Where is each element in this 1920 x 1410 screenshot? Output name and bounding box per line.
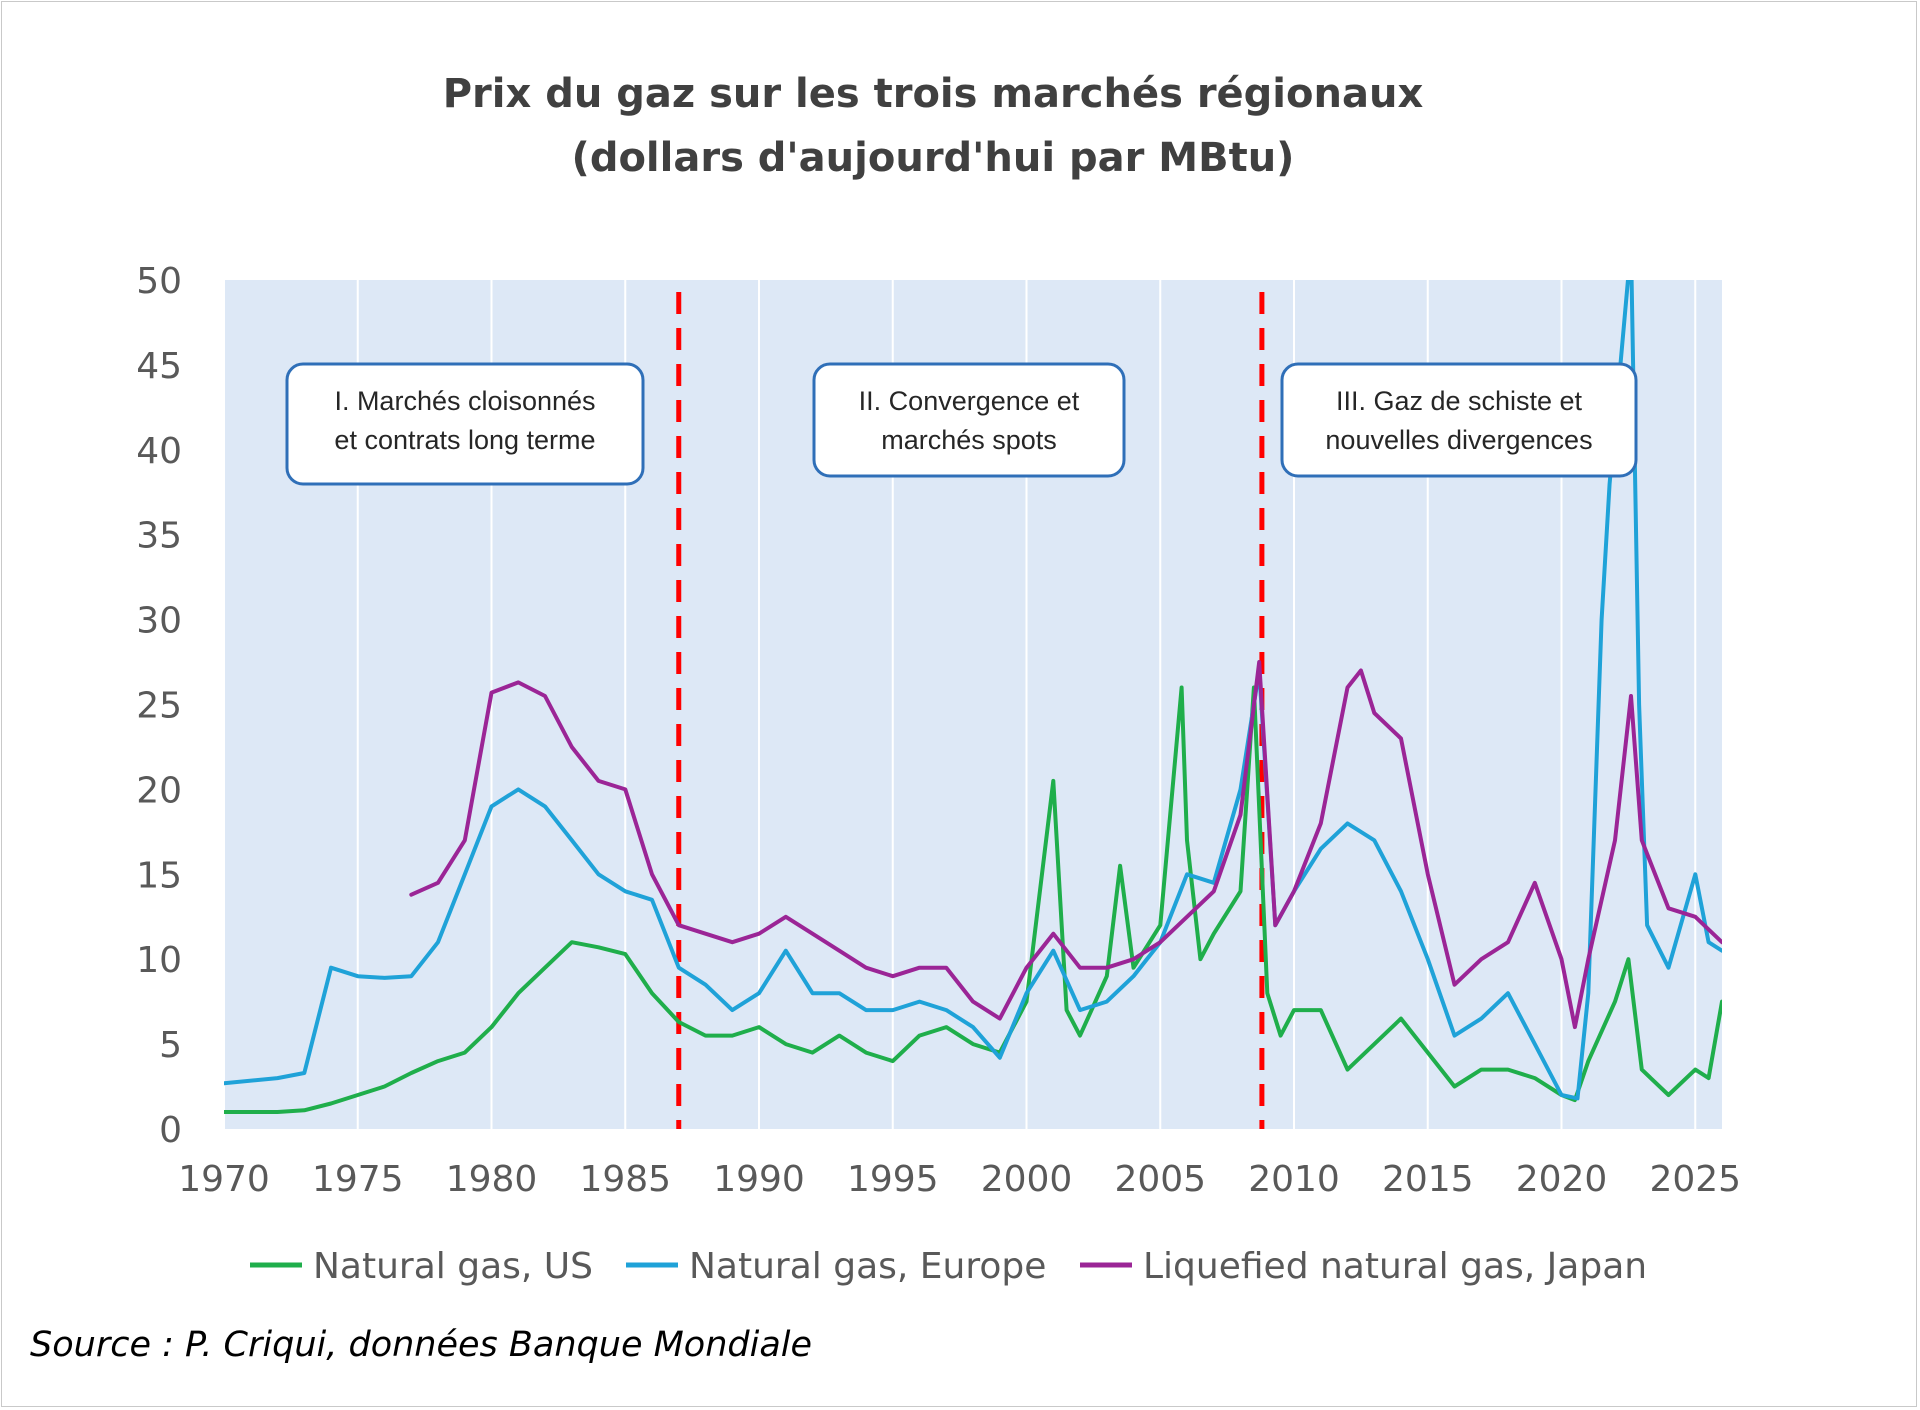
chart-title-main: Prix du gaz sur les trois marchés région… xyxy=(442,71,1424,117)
y-tick-label-10: 10 xyxy=(136,940,182,981)
y-tick-label-5: 5 xyxy=(159,1025,182,1066)
annotation-box-1: I. Marchés cloisonnés et contrats long te… xyxy=(285,362,645,486)
period-annotations: I. Marchés cloisonnés et contrats long te… xyxy=(285,362,1638,486)
annotation-text-1-1: I. Marchés cloisonnés xyxy=(334,386,595,416)
legend-label-1: Natural gas, Europe xyxy=(689,1246,1046,1287)
legend-item-0: Natural gas, US xyxy=(250,1246,593,1287)
legend: Natural gas, US Natural gas, Europe Liquef… xyxy=(250,1246,1647,1287)
axes: 1970 1975 1980 1985 1990 1995 2000 2005 2010 2015… xyxy=(136,261,1741,1200)
series-lines xyxy=(224,280,1722,1114)
x-tick-label-2025: 2025 xyxy=(1649,1159,1741,1200)
chart-subtitle: (dollars d'aujourd'hui par MBtu) xyxy=(571,135,1295,181)
y-tick-label-25: 25 xyxy=(136,686,182,727)
x-tick-label-1995: 1995 xyxy=(847,1159,939,1200)
y-tick-label-15: 15 xyxy=(136,855,182,896)
series-line-0 xyxy=(224,685,1722,1114)
series-line-2 xyxy=(409,660,1722,1030)
annotation-text-2-2: marchés spots xyxy=(881,425,1057,455)
x-tick-label-1975: 1975 xyxy=(312,1159,404,1200)
x-tick-label-1990: 1990 xyxy=(713,1159,805,1200)
x-tick-label-2015: 2015 xyxy=(1382,1159,1474,1200)
annotation-text-3-2: nouvelles divergences xyxy=(1325,425,1592,455)
x-tick-label-1985: 1985 xyxy=(579,1159,671,1200)
x-tick-label-2020: 2020 xyxy=(1516,1159,1608,1200)
source-note: Source : P. Criqui, données Banque Mondi… xyxy=(30,1325,813,1365)
y-tick-label-35: 35 xyxy=(136,516,182,557)
annotation-box-frame-1 xyxy=(285,362,645,486)
x-tick-label-2000: 2000 xyxy=(981,1159,1073,1200)
annotation-box-frame-3 xyxy=(1280,362,1638,478)
y-tick-label-20: 20 xyxy=(136,770,182,811)
y-tick-label-50: 50 xyxy=(136,261,182,302)
series-line-1 xyxy=(224,280,1722,1101)
annotation-text-3-1: III. Gaz de schiste et xyxy=(1336,386,1583,416)
legend-item-1: Natural gas, Europe xyxy=(626,1246,1046,1287)
x-tick-label-1970: 1970 xyxy=(178,1159,270,1200)
annotation-text-1-2: et contrats long terme xyxy=(334,425,595,455)
x-tick-label-2010: 2010 xyxy=(1248,1159,1340,1200)
legend-label-0: Natural gas, US xyxy=(313,1246,593,1287)
y-tick-label-30: 30 xyxy=(136,601,182,642)
annotation-text-2-1: II. Convergence et xyxy=(859,386,1080,416)
chart-title: Prix du gaz sur les trois marchés région… xyxy=(0,62,1866,190)
y-tick-label-40: 40 xyxy=(136,431,182,472)
y-tick-label-0: 0 xyxy=(159,1110,182,1151)
legend-item-2: Liquefied natural gas, Japan xyxy=(1080,1246,1647,1287)
y-tick-label-45: 45 xyxy=(136,346,182,387)
annotation-box-frame-2 xyxy=(812,362,1126,478)
legend-label-2: Liquefied natural gas, Japan xyxy=(1143,1246,1647,1287)
x-tick-label-2005: 2005 xyxy=(1114,1159,1206,1200)
annotation-box-2: II. Convergence et marchés spots xyxy=(812,362,1126,478)
annotation-box-3: III. Gaz de schiste et nouvelles divergen… xyxy=(1280,362,1638,478)
period-dividers xyxy=(676,292,1265,1129)
x-tick-label-1980: 1980 xyxy=(446,1159,538,1200)
